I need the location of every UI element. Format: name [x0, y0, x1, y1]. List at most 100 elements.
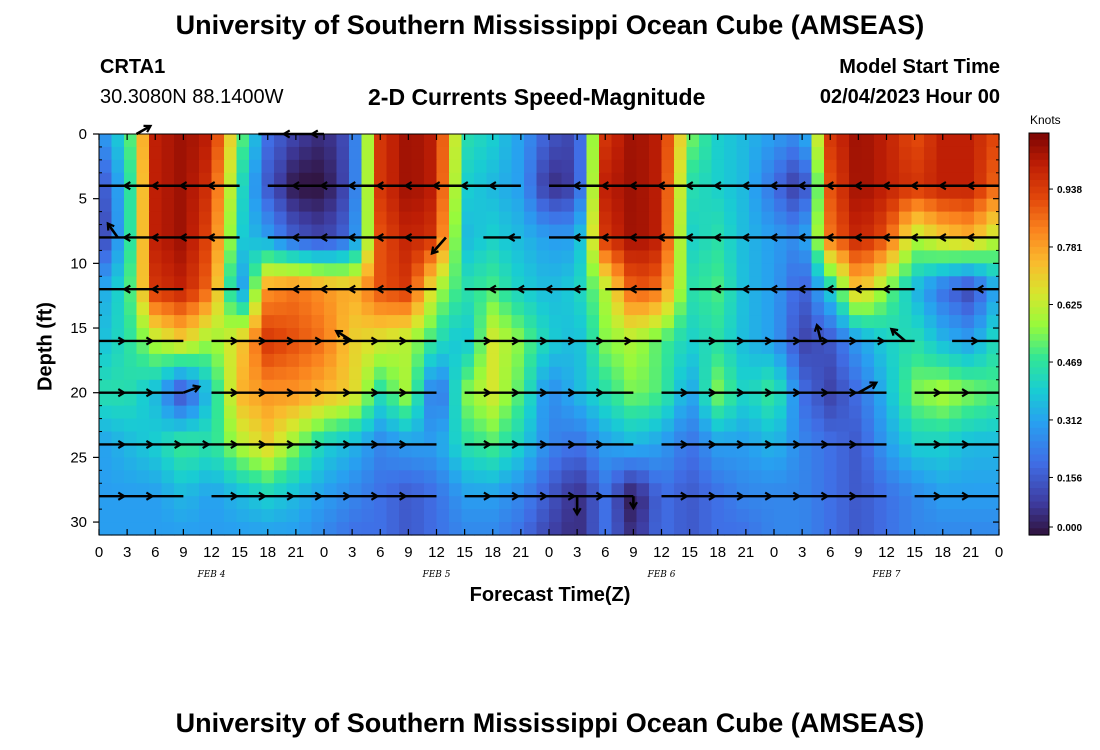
heatmap-cell — [249, 522, 263, 536]
heatmap-cell — [261, 146, 275, 161]
heatmap-cell — [861, 250, 875, 264]
current-vector-head — [792, 388, 802, 398]
current-vector-head — [680, 491, 689, 501]
heatmap-cell — [736, 418, 750, 433]
heatmap-cell — [236, 237, 250, 252]
heatmap-cell — [711, 470, 725, 484]
heatmap-cell — [724, 263, 738, 277]
heatmap-cell — [161, 405, 175, 420]
heatmap-cell — [836, 457, 850, 471]
current-vector-head — [342, 388, 352, 398]
heatmap-cell — [261, 379, 275, 394]
heatmap-cell — [161, 302, 175, 316]
heatmap-cell — [374, 379, 388, 394]
heatmap-cell — [161, 418, 175, 433]
heatmap-cell — [374, 211, 388, 226]
heatmap-cell — [274, 328, 288, 342]
colorbar-segment — [1029, 213, 1049, 221]
heatmap-cell — [536, 496, 550, 510]
heatmap-cell — [674, 146, 688, 161]
heatmap-cell — [561, 198, 575, 213]
heatmap-cell — [949, 483, 963, 497]
heatmap-cell — [961, 392, 975, 407]
heatmap-cell — [911, 211, 925, 226]
heatmap-cell — [136, 366, 150, 381]
day-label: FEB 6 — [646, 570, 675, 580]
heatmap-cell — [599, 353, 613, 368]
heatmap-cell — [611, 392, 625, 407]
heatmap-cell — [874, 418, 888, 433]
heatmap-cell — [686, 276, 700, 290]
current-vector-head — [347, 284, 356, 294]
heatmap-cell — [686, 457, 700, 471]
heatmap-cell — [636, 315, 650, 329]
heatmap-cell — [511, 509, 525, 523]
heatmap-cell — [236, 224, 250, 239]
heatmap-cell — [274, 237, 288, 252]
heatmap-cell — [224, 250, 238, 264]
heatmap-cell — [724, 392, 738, 407]
heatmap-cell — [924, 328, 938, 342]
heatmap-cell — [799, 444, 813, 458]
heatmap-cell — [511, 353, 525, 368]
heatmap-cell — [711, 444, 725, 458]
heatmap-cell — [324, 340, 338, 355]
heatmap-cell — [174, 457, 188, 471]
heatmap-cell — [624, 340, 638, 355]
heatmap-cell — [949, 431, 963, 446]
heatmap-cell — [111, 457, 125, 471]
heatmap-cell — [399, 457, 413, 471]
heatmap-cell — [986, 509, 1000, 523]
current-vector-head — [764, 336, 774, 346]
heatmap-cell — [599, 237, 613, 252]
heatmap-cell — [536, 172, 550, 187]
heatmap-cell — [799, 340, 813, 355]
current-vector-head — [117, 491, 127, 501]
heatmap-cell — [424, 496, 438, 510]
heatmap-cell — [899, 522, 913, 536]
heatmap-cell — [861, 289, 875, 303]
heatmap-cell — [649, 315, 663, 329]
heatmap-cell — [874, 522, 888, 536]
current-vector-head — [740, 181, 750, 191]
heatmap-cell — [836, 392, 850, 407]
heatmap-cell — [761, 392, 775, 407]
heatmap-cell — [949, 172, 963, 187]
heatmap-cell — [749, 457, 763, 471]
heatmap-cell — [674, 198, 688, 213]
heatmap-cell — [749, 159, 763, 174]
heatmap-cell — [836, 340, 850, 355]
heatmap-cell — [899, 276, 913, 290]
heatmap-cell — [249, 276, 263, 290]
heatmap-cell — [599, 302, 613, 316]
heatmap-cell — [811, 159, 825, 174]
heatmap-cell — [536, 315, 550, 329]
current-vector-arrowhead — [889, 327, 899, 336]
heatmap-cell — [636, 405, 650, 420]
heatmap-cell — [461, 237, 475, 252]
heatmap-cell — [924, 263, 938, 277]
heatmap-cell — [161, 263, 175, 277]
heatmap-cell — [624, 159, 638, 174]
heatmap-cell — [936, 159, 950, 174]
station-id: CRTA1 — [100, 56, 166, 78]
heatmap-cell — [274, 289, 288, 303]
heatmap-cell — [336, 405, 350, 420]
colorbar-segment — [1029, 327, 1049, 335]
heatmap-cell — [936, 418, 950, 433]
current-vector-head — [403, 232, 413, 243]
heatmap-cell — [774, 431, 788, 446]
heatmap-cell — [874, 198, 888, 213]
heatmap-cell — [449, 250, 463, 264]
heatmap-cell — [611, 366, 625, 381]
heatmap-cell — [724, 340, 738, 355]
heatmap-cell — [611, 379, 625, 394]
heatmap-cell — [899, 340, 913, 355]
heatmap-cell — [399, 263, 413, 277]
heatmap-cell — [611, 276, 625, 290]
current-vector-head — [145, 439, 155, 450]
heatmap-cell — [436, 366, 450, 381]
heatmap-cell — [361, 276, 375, 290]
heatmap-cell — [286, 405, 300, 420]
